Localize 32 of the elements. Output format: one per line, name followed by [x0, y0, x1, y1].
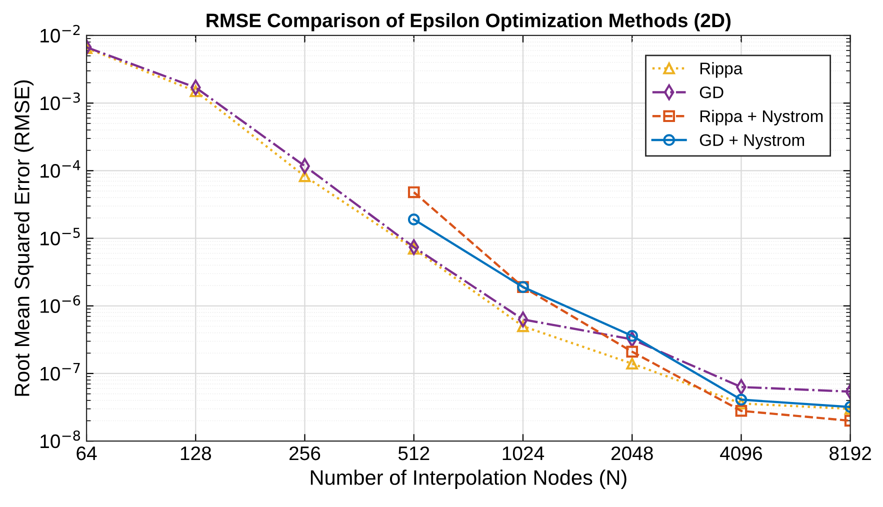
point: [408, 242, 420, 255]
x-tick-label: 8192: [830, 446, 871, 460]
legend-label: GD + Nystrom: [700, 134, 804, 150]
point: [735, 404, 748, 417]
point: [190, 85, 202, 98]
point: [735, 394, 748, 406]
point: [517, 320, 529, 332]
point: [408, 186, 420, 198]
y-tick-label: 10$^{−4}$: [40, 160, 80, 178]
legend-label: Rippa: [700, 62, 743, 78]
y-tick-label: 10$^{−7}$: [40, 363, 80, 381]
point: [298, 170, 311, 182]
y-tick-label: 10$^{−2}$: [40, 24, 80, 43]
x-axis-title: Number of Interpolation Nodes (N): [310, 470, 626, 490]
point: [626, 346, 638, 358]
point: [626, 358, 638, 370]
chart-title: RMSE Comparison of Epsilon Optimization Methods (2D): [206, 13, 731, 32]
x-tick-label: 4096: [720, 446, 762, 460]
x-tick-label: 64: [76, 446, 97, 460]
x-tick-label: 512: [398, 446, 430, 460]
y-axis-title: Root Mean Squared Error (RMSE): [14, 80, 34, 396]
y-tick-label: 10$^{−3}$: [40, 92, 80, 110]
x-tick-label: 2048: [611, 446, 653, 460]
y-tick-label: 10$^{−6}$: [40, 295, 80, 313]
y-tick-label: 10$^{−5}$: [40, 228, 80, 246]
x-tick-label: 128: [180, 446, 212, 460]
legend-label: GD: [700, 86, 724, 98]
legend-label: Rippa + Nystrom: [700, 110, 823, 126]
x-tick-label: 256: [290, 446, 320, 460]
point: [626, 330, 638, 342]
point: [408, 214, 420, 226]
x-tick-label: 1024: [502, 446, 544, 460]
